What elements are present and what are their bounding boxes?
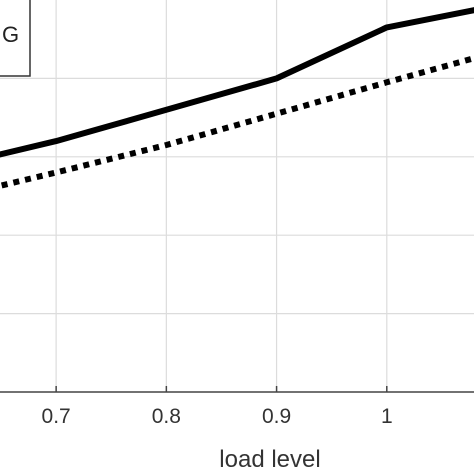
series-line-2 <box>0 55 474 189</box>
series-line-1 <box>0 7 474 158</box>
legend-entry-text: G <box>2 22 19 47</box>
x-tick-label: 0.7 <box>42 405 71 428</box>
x-tick-label: 0.9 <box>262 405 291 428</box>
legend: G <box>0 0 31 77</box>
x-axis-label: load level <box>219 446 320 473</box>
x-tick-label: 1 <box>381 405 393 428</box>
series-group <box>0 7 474 189</box>
axes <box>0 386 474 393</box>
grid-lines <box>0 0 474 392</box>
x-tick-labels: 0.70.80.911. <box>42 405 393 428</box>
x-tick-label: 0.8 <box>152 405 181 428</box>
legend-box <box>0 0 31 77</box>
